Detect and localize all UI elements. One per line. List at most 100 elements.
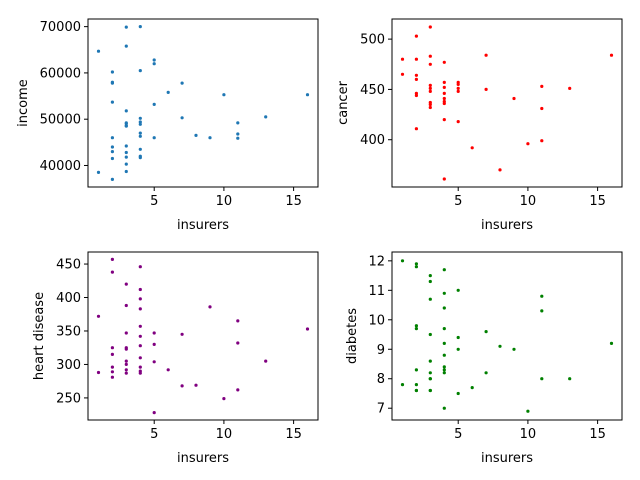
cancer-point bbox=[428, 54, 432, 58]
diabetes-point bbox=[428, 371, 432, 375]
income-point bbox=[138, 147, 142, 151]
heart-disease-point bbox=[236, 319, 240, 323]
cancer-point bbox=[400, 57, 405, 61]
cancer-point bbox=[442, 118, 446, 122]
income-y-ticks: 40000 50000 60000 70000 bbox=[40, 20, 88, 174]
heart-disease-plot-frame bbox=[87, 251, 319, 421]
diabetes-point bbox=[414, 265, 418, 269]
heart-disease-y-tick-label: 300 bbox=[56, 358, 81, 373]
income-x-tick-label: 5 bbox=[150, 194, 158, 209]
heart-disease-point bbox=[138, 287, 142, 292]
income-point bbox=[152, 62, 156, 66]
cancer-point bbox=[456, 82, 460, 86]
diabetes-point bbox=[526, 409, 530, 413]
diabetes-point bbox=[414, 368, 418, 372]
heart-disease-point bbox=[138, 344, 142, 348]
diabetes-point bbox=[498, 344, 502, 348]
diabetes-subplot: 5 10 15 7 8 9 10 11 12 insurers diabetes bbox=[345, 251, 623, 466]
diabetes-point bbox=[456, 288, 460, 292]
income-points bbox=[96, 25, 310, 181]
cancer-x-tick-label: 5 bbox=[454, 194, 462, 209]
heart-disease-y-tick-label: 400 bbox=[56, 291, 81, 306]
heart-disease-point bbox=[208, 305, 212, 309]
heart-disease-point bbox=[124, 303, 128, 308]
income-y-axis-label: income bbox=[16, 79, 31, 127]
heart-disease-point bbox=[194, 383, 198, 387]
diabetes-y-tick-label: 11 bbox=[368, 284, 385, 299]
heart-disease-point bbox=[124, 362, 128, 366]
diabetes-point bbox=[456, 335, 460, 340]
heart-disease-point bbox=[124, 359, 128, 363]
diabetes-point bbox=[512, 347, 516, 351]
cancer-x-tick-label: 15 bbox=[589, 194, 606, 209]
income-point bbox=[264, 115, 268, 119]
diabetes-point bbox=[442, 291, 446, 295]
income-point bbox=[138, 25, 142, 29]
diabetes-point bbox=[414, 324, 418, 328]
income-point bbox=[124, 25, 128, 29]
heart-disease-point bbox=[96, 370, 101, 375]
heart-disease-point bbox=[138, 324, 142, 328]
cancer-subplot: 5 10 15 400 450 500 insurers cancer bbox=[336, 18, 623, 233]
diabetes-point bbox=[428, 388, 432, 393]
income-point bbox=[124, 44, 128, 48]
heart-disease-point bbox=[110, 375, 114, 379]
diabetes-y-axis-label: diabetes bbox=[345, 308, 360, 364]
income-point bbox=[110, 145, 114, 149]
heart-disease-point bbox=[138, 356, 142, 360]
heart-disease-point bbox=[124, 331, 128, 335]
diabetes-x-ticks: 5 10 15 bbox=[454, 420, 606, 442]
cancer-point bbox=[498, 168, 502, 172]
diabetes-points bbox=[400, 259, 614, 413]
diabetes-y-tick-label: 10 bbox=[368, 313, 385, 328]
income-x-tick-label: 10 bbox=[216, 194, 233, 209]
cancer-plot-frame bbox=[391, 18, 623, 188]
cancer-x-ticks: 5 10 15 bbox=[454, 187, 606, 209]
cancer-y-tick-label: 450 bbox=[360, 83, 385, 98]
cancer-point bbox=[428, 102, 432, 107]
diabetes-point bbox=[400, 383, 405, 387]
income-point bbox=[96, 170, 101, 174]
income-y-tick-label: 60000 bbox=[40, 66, 81, 81]
cancer-point bbox=[400, 72, 405, 76]
heart-disease-point bbox=[138, 265, 142, 269]
income-y-tick-label: 70000 bbox=[40, 20, 81, 35]
cancer-point bbox=[568, 86, 572, 90]
income-point bbox=[110, 156, 114, 161]
heart-disease-point bbox=[110, 370, 114, 374]
diabetes-point bbox=[568, 377, 572, 381]
cancer-point bbox=[414, 93, 418, 98]
diabetes-point bbox=[414, 388, 418, 393]
heart-disease-point bbox=[110, 352, 114, 356]
income-point bbox=[138, 134, 142, 138]
income-point bbox=[124, 109, 128, 113]
cancer-point bbox=[609, 53, 614, 57]
income-point bbox=[222, 93, 226, 97]
income-y-tick-label: 40000 bbox=[40, 159, 81, 174]
income-point bbox=[138, 156, 142, 160]
diabetes-point bbox=[442, 406, 446, 410]
income-point bbox=[305, 93, 310, 97]
diabetes-point bbox=[442, 365, 446, 369]
cancer-point bbox=[442, 80, 446, 84]
heart-disease-point bbox=[305, 327, 310, 331]
cancer-point bbox=[414, 73, 418, 77]
income-point bbox=[124, 150, 128, 155]
diabetes-point bbox=[428, 274, 432, 278]
cancer-point bbox=[470, 146, 474, 150]
income-point bbox=[180, 116, 184, 120]
income-point bbox=[194, 133, 198, 137]
cancer-point bbox=[428, 83, 432, 87]
cancer-x-axis-label: insurers bbox=[481, 218, 533, 233]
diabetes-point bbox=[442, 371, 446, 375]
income-point bbox=[236, 132, 240, 136]
diabetes-point bbox=[428, 297, 432, 301]
cancer-point bbox=[456, 120, 460, 124]
diabetes-point bbox=[442, 268, 446, 272]
diabetes-point bbox=[540, 309, 544, 313]
income-y-tick-label: 50000 bbox=[40, 113, 81, 128]
heart-disease-point bbox=[152, 342, 156, 346]
income-point bbox=[96, 49, 101, 53]
heart-disease-point bbox=[124, 368, 128, 372]
